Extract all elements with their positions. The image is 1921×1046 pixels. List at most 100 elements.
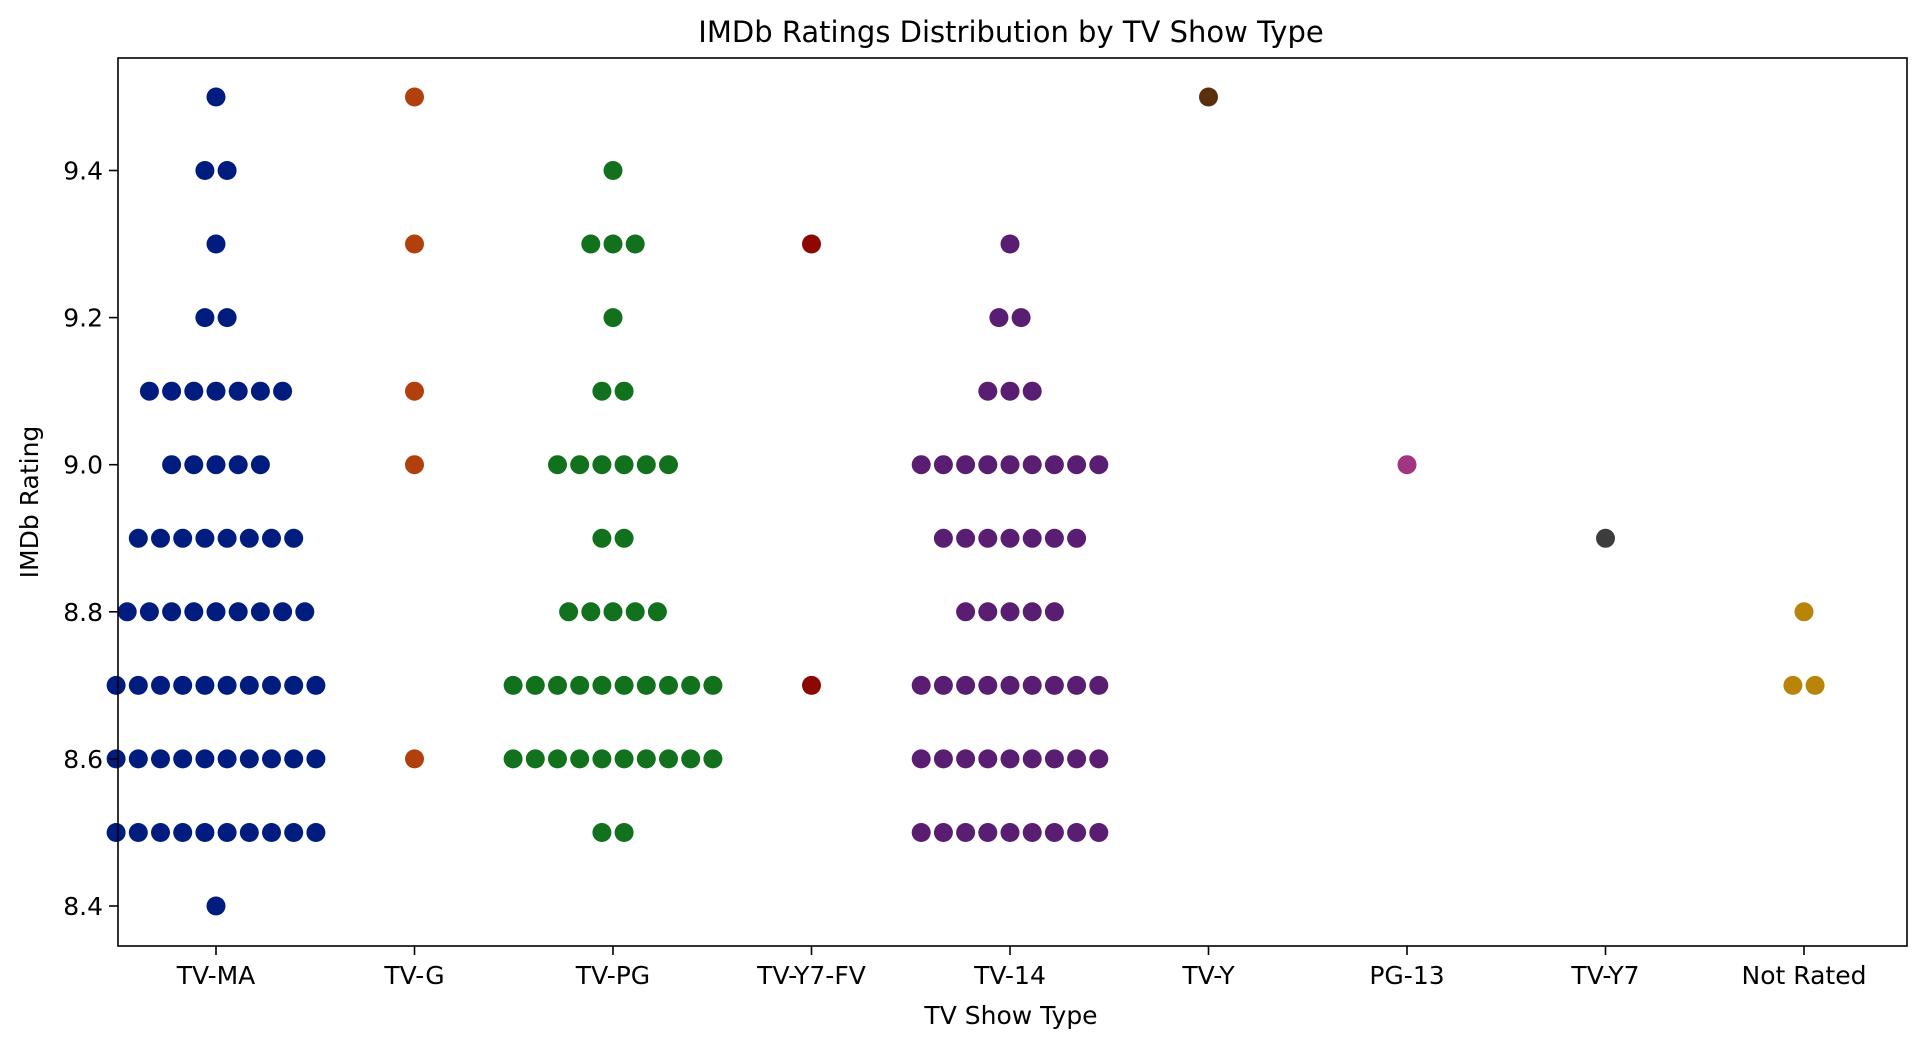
y-axis: 8.4 8.6 8.8 9.0 9.2 9.4	[63, 157, 118, 921]
data-point	[250, 602, 270, 622]
data-point	[195, 675, 215, 695]
data-point	[1089, 749, 1109, 769]
data-point	[802, 675, 821, 695]
y-tick-label: 9.0	[63, 451, 103, 480]
data-point	[1783, 675, 1803, 695]
data-point	[1022, 675, 1042, 695]
data-point	[911, 455, 931, 475]
data-point	[1000, 381, 1020, 401]
y-tick-label: 8.6	[63, 745, 103, 774]
data-point	[911, 675, 931, 695]
data-point	[703, 675, 723, 695]
data-point	[1089, 823, 1109, 842]
data-point	[570, 455, 590, 475]
series-tv-ma	[106, 87, 326, 916]
data-point	[405, 749, 424, 769]
data-point	[262, 528, 281, 548]
data-point	[1067, 823, 1087, 842]
chart-title: IMDb Ratings Distribution by TV Show Typ…	[698, 15, 1323, 49]
data-point	[184, 381, 204, 401]
data-point	[206, 234, 226, 254]
data-point	[217, 749, 237, 769]
data-point	[262, 675, 281, 695]
data-point	[284, 749, 304, 769]
data-point	[525, 749, 545, 769]
data-point	[1022, 381, 1042, 401]
data-point	[262, 823, 281, 842]
data-point	[978, 455, 998, 475]
data-point	[1067, 455, 1087, 475]
data-point	[1596, 528, 1615, 548]
data-point	[128, 528, 148, 548]
data-point	[1067, 749, 1087, 769]
data-point	[250, 381, 270, 401]
data-point	[1089, 455, 1109, 475]
data-point	[195, 308, 215, 328]
data-point	[614, 455, 634, 475]
data-point	[1022, 823, 1042, 842]
data-point	[128, 675, 148, 695]
data-point	[1022, 749, 1042, 769]
data-point	[581, 234, 601, 254]
data-point	[1022, 602, 1042, 622]
data-point	[217, 528, 237, 548]
data-point	[106, 823, 126, 842]
series-tv-y	[1199, 87, 1218, 107]
data-point	[592, 823, 612, 842]
plot-frame	[117, 57, 1908, 947]
data-point	[306, 823, 326, 842]
data-point	[405, 87, 424, 107]
data-point	[614, 675, 634, 695]
x-tick-label-tv-g: TV-G	[383, 961, 444, 990]
data-point	[933, 455, 953, 475]
data-point	[1022, 528, 1042, 548]
data-point	[659, 749, 678, 769]
data-point	[273, 602, 293, 622]
x-tick-label-tv-y7: TV-Y7	[1570, 961, 1639, 990]
data-point	[603, 602, 623, 622]
x-tick-label-pg-13: PG-13	[1369, 961, 1444, 990]
series-tv-y7	[1596, 528, 1615, 548]
data-point	[217, 823, 237, 842]
data-point	[206, 896, 226, 916]
data-point	[559, 602, 579, 622]
data-point	[139, 381, 159, 401]
data-point	[405, 234, 424, 254]
data-point	[592, 455, 612, 475]
series-not-rated	[1783, 602, 1825, 695]
data-point	[184, 602, 204, 622]
data-point	[162, 381, 182, 401]
data-point	[525, 675, 545, 695]
data-point	[1044, 675, 1064, 695]
data-point	[239, 823, 259, 842]
data-point	[117, 602, 137, 622]
data-point	[625, 234, 645, 254]
data-point	[128, 749, 148, 769]
x-tick-label-tv-y: TV-Y	[1181, 961, 1235, 990]
data-point	[1011, 308, 1031, 328]
data-point	[1794, 602, 1814, 622]
data-point	[284, 528, 304, 548]
x-tick-label-not-rated: Not Rated	[1742, 961, 1867, 990]
data-point	[548, 749, 567, 769]
data-point	[614, 823, 634, 842]
data-point	[911, 823, 931, 842]
data-point	[1044, 528, 1064, 548]
data-point	[956, 455, 976, 475]
data-point	[592, 675, 612, 695]
data-point	[273, 381, 293, 401]
data-point	[173, 675, 193, 695]
data-point	[1067, 528, 1087, 548]
data-point	[151, 823, 170, 842]
data-point	[1000, 675, 1020, 695]
data-point	[405, 455, 424, 475]
data-point	[1805, 675, 1825, 695]
data-point	[195, 823, 215, 842]
data-point	[503, 749, 523, 769]
data-point	[592, 381, 612, 401]
data-point	[295, 602, 315, 622]
data-point	[1199, 87, 1218, 107]
data-point	[703, 749, 723, 769]
data-point	[1022, 455, 1042, 475]
